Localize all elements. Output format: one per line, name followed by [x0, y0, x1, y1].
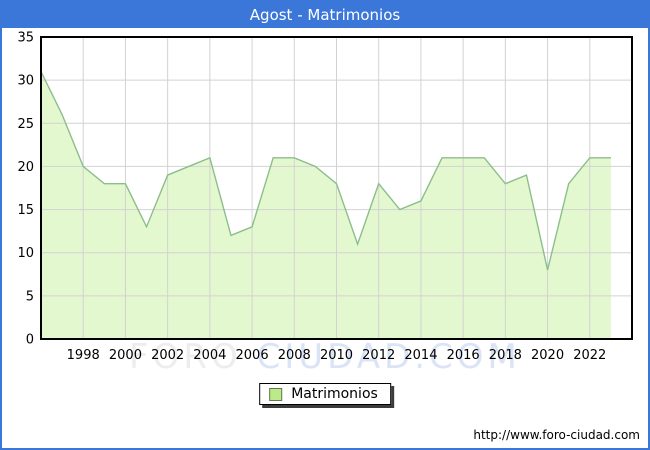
- watermark: FORO CIUDAD.COM: [129, 338, 521, 376]
- area-series-fill: [41, 71, 611, 339]
- title-bar: Agost - Matrimonios: [2, 2, 648, 28]
- area-series-line: [40, 71, 611, 271]
- plot-border: [40, 36, 633, 340]
- y-tick-label: 20: [17, 160, 34, 175]
- plot-background: [41, 37, 632, 339]
- x-tick-label: 2020: [531, 348, 564, 363]
- y-tick-label: 15: [17, 203, 34, 218]
- footer-url: http://www.foro-ciudad.com: [473, 428, 640, 442]
- y-tick-label: 10: [17, 246, 34, 261]
- x-tick-label: 1998: [67, 348, 100, 363]
- x-tick-label: 2022: [573, 348, 606, 363]
- y-tick-label: 5: [26, 289, 34, 304]
- chart-legend: Matrimonios: [259, 383, 391, 405]
- y-tick-label: 0: [26, 333, 34, 348]
- y-tick-label: 30: [17, 74, 34, 89]
- legend-swatch: [269, 387, 283, 401]
- y-tick-label: 25: [17, 117, 34, 132]
- watermark-ciudad: CIUDAD.COM: [256, 337, 521, 377]
- chart-title: Agost - Matrimonios: [249, 6, 401, 24]
- y-tick-label: 35: [17, 31, 34, 46]
- legend-label: Matrimonios: [291, 386, 378, 402]
- watermark-foro: FORO: [129, 337, 257, 377]
